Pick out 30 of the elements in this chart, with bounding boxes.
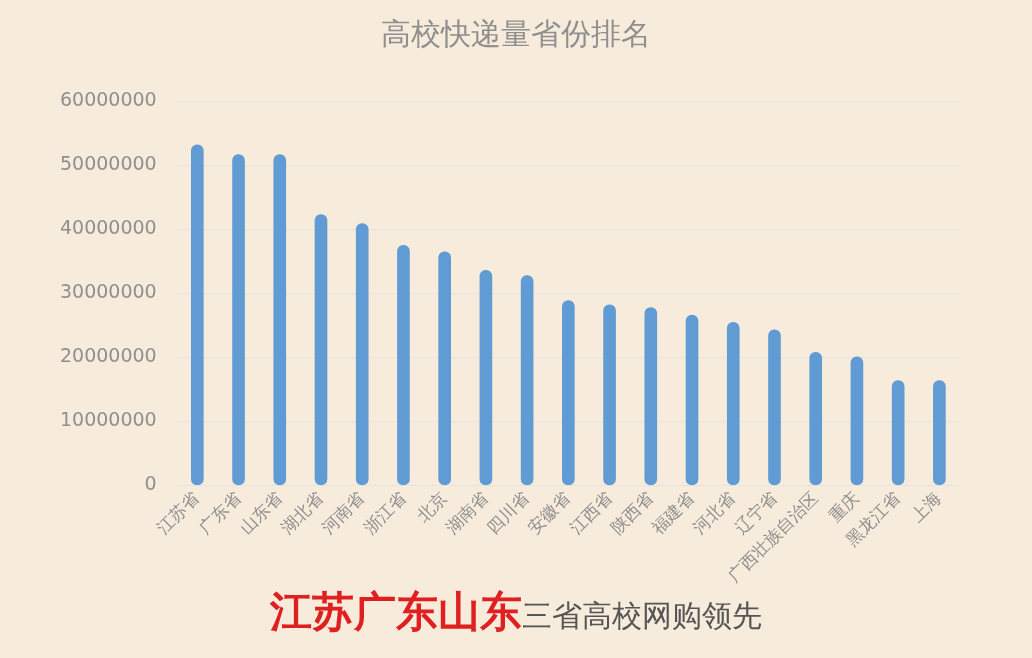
bar: [809, 351, 823, 486]
text: 江苏广东山东: [270, 586, 522, 638]
chart-title: 高校快递量省份排名: [380, 15, 652, 53]
x-tick-label: 上海: [907, 487, 946, 526]
bar: [355, 223, 369, 486]
bar: [685, 314, 699, 486]
bar: [232, 154, 245, 486]
y-tick-label: 0: [144, 472, 157, 495]
bar: [273, 154, 287, 486]
bar: [768, 329, 781, 486]
bar: [438, 251, 452, 486]
bar: [562, 300, 575, 486]
bar: [644, 307, 658, 486]
bar: [933, 380, 946, 486]
text: 三省高校网购领先: [522, 597, 762, 635]
y-tick-label: 30000000: [59, 280, 157, 303]
bar: [726, 321, 740, 486]
bar: [603, 304, 616, 486]
bar: [314, 214, 328, 486]
y-tick-label: 20000000: [59, 344, 157, 367]
bar: [850, 356, 864, 486]
y-tick-label: 60000000: [59, 88, 157, 111]
y-tick-label: 50000000: [59, 152, 157, 175]
bar: [479, 270, 493, 486]
bar: [397, 245, 410, 486]
y-tick-label: 10000000: [59, 408, 157, 431]
y-tick-label: 40000000: [59, 216, 157, 239]
bar: [520, 275, 534, 486]
bar: [891, 380, 905, 486]
bar: [190, 144, 204, 486]
